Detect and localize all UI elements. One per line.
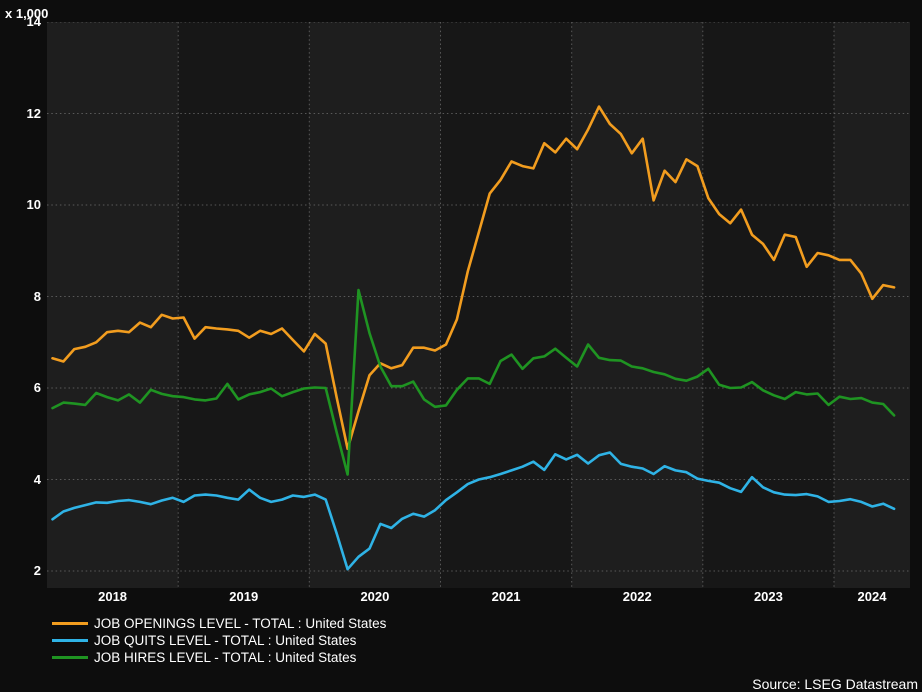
legend-item-job-quits: JOB QUITS LEVEL - TOTAL : United States: [52, 632, 386, 649]
legend-label-job-hires: JOB HIRES LEVEL - TOTAL : United States: [94, 650, 357, 665]
legend-line-swatch-quits: [52, 639, 88, 642]
year-band-2024: [834, 22, 910, 588]
series-line-job-hires: [51, 288, 896, 476]
legend-label-job-openings: JOB OPENINGS LEVEL - TOTAL : United Stat…: [94, 616, 387, 631]
year-band-2020: [309, 22, 441, 588]
legend-line-swatch-openings: [52, 622, 88, 625]
chart-canvas: [47, 22, 910, 588]
year-band-2018: [47, 22, 179, 588]
x-tick-label-2023: 2023: [753, 589, 783, 604]
x-tick-label-2019: 2019: [229, 589, 259, 604]
y-tick-label-8: 8: [33, 288, 41, 304]
y-tick-label-6: 6: [33, 380, 41, 395]
legend-item-job-hires: JOB HIRES LEVEL - TOTAL : United States: [52, 649, 386, 666]
x-tick-label-2018: 2018: [98, 589, 128, 604]
source-credit: Source: LSEG Datastream: [752, 676, 918, 692]
plot-area: [47, 22, 910, 588]
series-line-job-quits: [51, 451, 896, 571]
y-tick-label-4: 4: [33, 471, 41, 487]
x-tick-label-2022: 2022: [622, 589, 652, 604]
x-tick-label-2024: 2024: [857, 589, 887, 604]
y-tick-label-2: 2: [33, 563, 41, 578]
y-tick-label-14: 14: [26, 14, 41, 29]
legend-label-job-quits: JOB QUITS LEVEL - TOTAL : United States: [94, 633, 357, 648]
series-line-job-openings: [51, 105, 896, 451]
legend-item-job-openings: JOB OPENINGS LEVEL - TOTAL : United Stat…: [52, 615, 386, 632]
y-axis-multiplier-label: x 1,000: [5, 6, 49, 21]
year-band-2021: [440, 22, 572, 588]
year-band-2022: [571, 22, 703, 588]
year-band-2023: [702, 22, 834, 588]
legend: JOB OPENINGS LEVEL - TOTAL : United Stat…: [52, 615, 386, 666]
x-tick-label-2020: 2020: [360, 589, 390, 604]
y-tick-label-10: 10: [26, 197, 41, 212]
year-band-2019: [178, 22, 310, 588]
legend-line-swatch-hires: [52, 656, 88, 659]
y-tick-label-12: 12: [26, 105, 41, 121]
x-tick-label-2021: 2021: [491, 589, 521, 604]
